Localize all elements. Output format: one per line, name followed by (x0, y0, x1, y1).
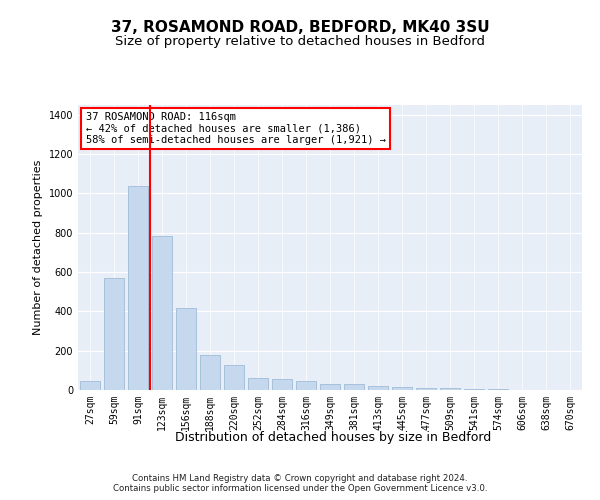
Bar (416, 388, 436, 390)
Bar (320, 384, 340, 390)
Bar (224, 365, 244, 390)
Bar (152, 236, 172, 390)
Text: Size of property relative to detached houses in Bedford: Size of property relative to detached ho… (115, 34, 485, 48)
Bar (344, 384, 364, 390)
Bar (440, 388, 460, 390)
Bar (392, 387, 412, 390)
Text: Contains HM Land Registry data © Crown copyright and database right 2024.
Contai: Contains HM Land Registry data © Crown c… (113, 474, 487, 493)
Bar (464, 389, 484, 390)
Bar (296, 381, 316, 390)
Text: 37, ROSAMOND ROAD, BEDFORD, MK40 3SU: 37, ROSAMOND ROAD, BEDFORD, MK40 3SU (110, 20, 490, 35)
Bar (200, 355, 220, 390)
Bar (176, 308, 196, 390)
Bar (80, 381, 100, 390)
Bar (128, 186, 148, 390)
Bar (104, 278, 124, 390)
Bar (368, 386, 388, 390)
Y-axis label: Number of detached properties: Number of detached properties (33, 160, 43, 335)
Bar (248, 378, 268, 390)
Bar (272, 379, 292, 390)
Text: Distribution of detached houses by size in Bedford: Distribution of detached houses by size … (175, 431, 491, 444)
Text: 37 ROSAMOND ROAD: 116sqm
← 42% of detached houses are smaller (1,386)
58% of sem: 37 ROSAMOND ROAD: 116sqm ← 42% of detach… (86, 112, 386, 146)
